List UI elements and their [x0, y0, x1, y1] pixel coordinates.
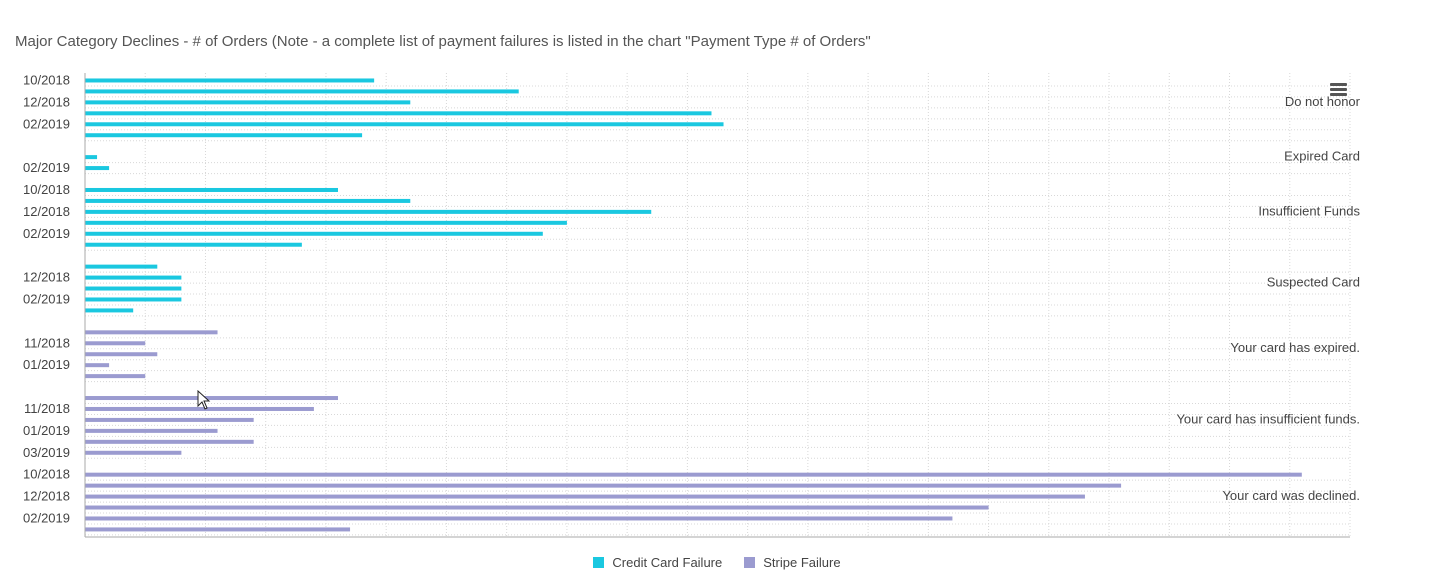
- hamburger-menu-icon[interactable]: [1330, 83, 1347, 97]
- bar: [85, 308, 134, 313]
- bar: [85, 209, 652, 214]
- y-tick-label: 10/2018: [23, 72, 70, 87]
- bar: [85, 166, 110, 171]
- bar: [85, 297, 182, 302]
- bar: [85, 472, 1302, 477]
- bar: [85, 330, 218, 335]
- legend-swatch-credit: [593, 557, 605, 568]
- y-tick-label: 01/2019: [23, 357, 70, 372]
- bar: [85, 363, 110, 368]
- bar: [85, 516, 953, 521]
- group-label: Your card has insufficient funds.: [1176, 411, 1360, 426]
- y-tick-label: 11/2018: [24, 335, 70, 350]
- chart-title: Major Category Declines - # of Orders (N…: [15, 33, 871, 50]
- bar: [85, 100, 411, 105]
- bar: [85, 417, 254, 422]
- bar: [85, 264, 158, 269]
- bar: [85, 275, 182, 280]
- bar: [85, 439, 254, 444]
- bar: [85, 428, 218, 433]
- bar: [85, 374, 146, 379]
- legend-item-credit-card-failure[interactable]: Credit Card Failure: [593, 555, 722, 570]
- bar: [85, 406, 314, 411]
- bar: [85, 89, 519, 94]
- bar: [85, 111, 712, 116]
- bar: [85, 286, 182, 291]
- y-tick-label: 02/2019: [23, 160, 70, 175]
- bar: [85, 155, 98, 160]
- y-tick-label: 12/2018: [23, 270, 70, 285]
- y-tick-label: 02/2019: [23, 226, 70, 241]
- bar: [85, 78, 375, 83]
- legend: Credit Card Failure Stripe Failure: [0, 555, 1434, 570]
- bar: [85, 527, 351, 532]
- bar: [85, 231, 543, 236]
- y-tick-label: 02/2019: [23, 291, 70, 306]
- group-label: Insufficient Funds: [1258, 203, 1360, 218]
- bar: [85, 242, 302, 247]
- legend-item-stripe-failure[interactable]: Stripe Failure: [744, 555, 841, 570]
- legend-swatch-stripe: [744, 557, 756, 568]
- bar: [85, 450, 182, 455]
- group-label: Suspected Card: [1267, 275, 1360, 290]
- y-tick-label: 02/2019: [23, 116, 70, 131]
- y-tick-label: 12/2018: [23, 204, 70, 219]
- bar: [85, 483, 1122, 488]
- bar: [85, 198, 411, 203]
- bar: [85, 505, 989, 510]
- bar: [85, 122, 724, 127]
- y-tick-label: 12/2018: [23, 489, 70, 504]
- y-tick-label: 10/2018: [23, 182, 70, 197]
- legend-label: Stripe Failure: [763, 555, 841, 570]
- group-label: Your card has expired.: [1230, 340, 1360, 355]
- y-tick-label: 11/2018: [24, 401, 70, 416]
- y-tick-label: 02/2019: [23, 510, 70, 525]
- group-label: Do not honor: [1285, 94, 1361, 109]
- y-tick-label: 12/2018: [23, 94, 70, 109]
- bar: [85, 187, 338, 192]
- bar: [85, 494, 1085, 499]
- y-tick-label: 03/2019: [23, 445, 70, 460]
- y-tick-label: 10/2018: [23, 467, 70, 482]
- bar: [85, 341, 146, 346]
- bar: [85, 352, 158, 357]
- mouse-cursor-icon: [197, 390, 211, 410]
- bar: [85, 396, 338, 401]
- bar: [85, 133, 363, 138]
- y-tick-label: 01/2019: [23, 423, 70, 438]
- group-label: Your card was declined.: [1222, 488, 1360, 503]
- legend-label: Credit Card Failure: [612, 555, 723, 570]
- bar: [85, 220, 567, 225]
- group-label: Expired Card: [1284, 149, 1360, 164]
